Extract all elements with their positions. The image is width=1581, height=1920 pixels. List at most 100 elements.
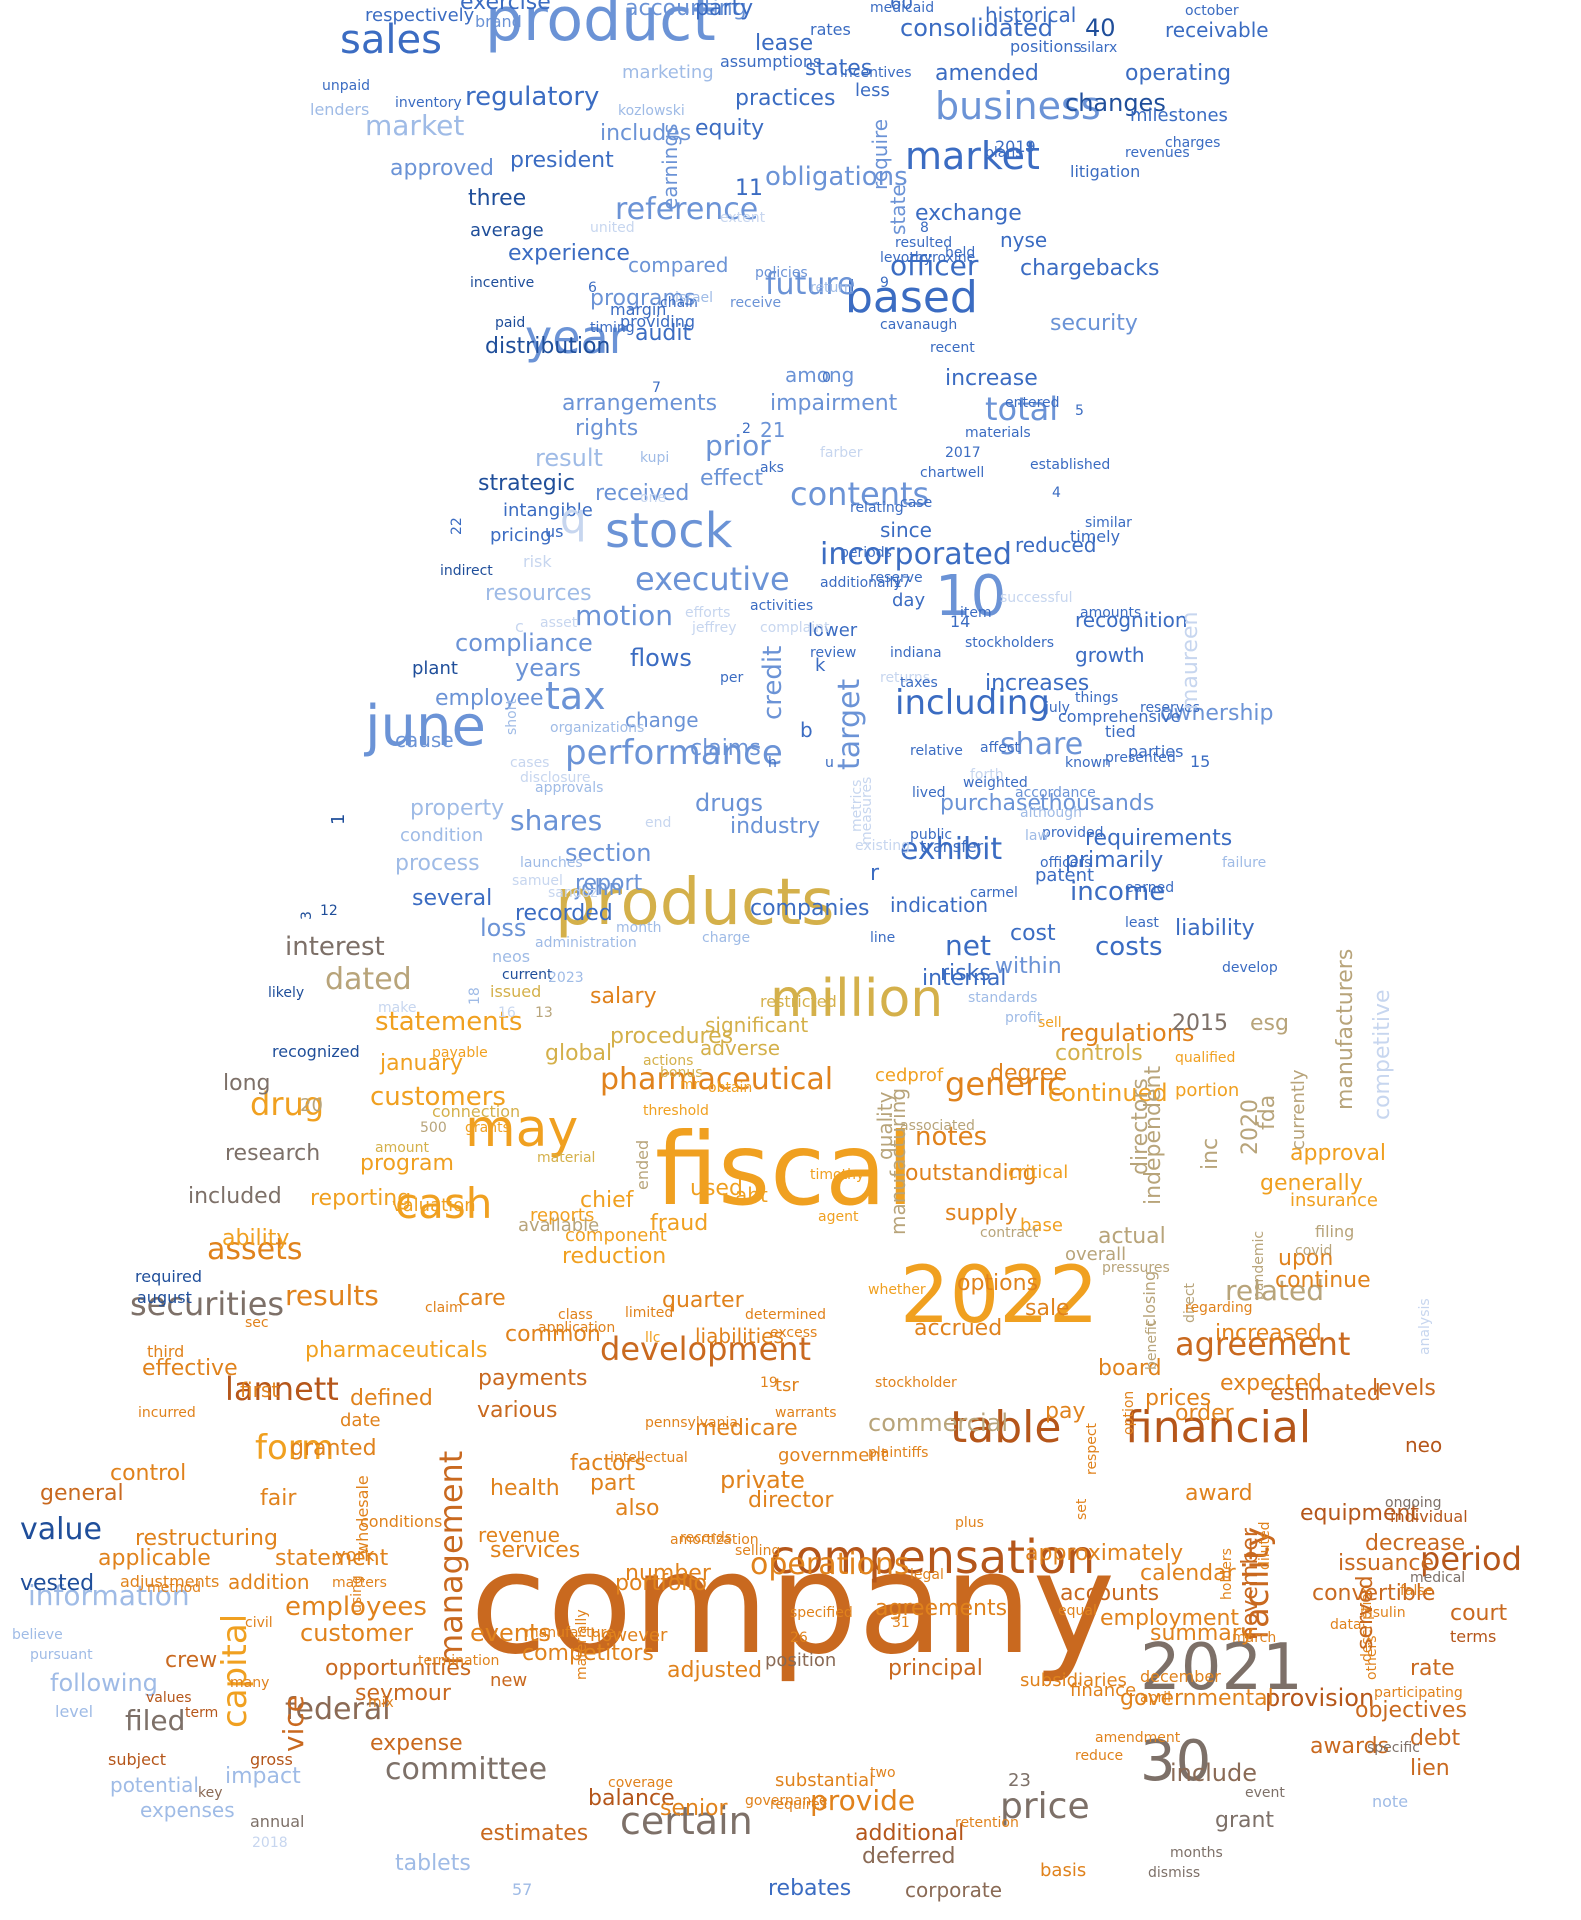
cloud-word: lower — [808, 620, 858, 641]
cloud-word: liabilities — [695, 1324, 784, 1348]
cloud-word: accounts — [1060, 1581, 1160, 1606]
cloud-word: manufacture — [525, 1625, 615, 1641]
cloud-word: 8 — [920, 220, 929, 236]
cloud-word: june — [365, 694, 486, 759]
cloud-word: grants — [465, 1120, 510, 1136]
cloud-word: performance — [565, 733, 783, 773]
cloud-word: related — [1225, 1274, 1325, 1307]
cloud-word: increased — [1215, 1321, 1322, 1346]
cloud-word: order — [1175, 1401, 1234, 1426]
cloud-word: price — [1000, 1786, 1090, 1827]
cloud-word: false — [1400, 1583, 1434, 1599]
cloud-word: incurred — [138, 1405, 196, 1421]
cloud-word: change — [625, 708, 699, 732]
cloud-word: following — [50, 1669, 158, 1697]
cloud-word: cash — [395, 1179, 493, 1228]
cloud-word: mix — [368, 1695, 394, 1711]
cloud-word: upon — [1278, 1246, 1334, 1271]
cloud-word: several — [412, 886, 493, 911]
cloud-word: also — [615, 1496, 660, 1521]
cloud-word: average — [470, 220, 544, 241]
cloud-word: kupi — [640, 450, 670, 466]
cloud-word: patent — [1035, 865, 1095, 886]
cloud-word: exhibit — [900, 832, 1003, 867]
cloud-word: esg — [1250, 1011, 1289, 1036]
cloud-word: payable — [432, 1045, 488, 1061]
cloud-word: mr — [680, 1077, 700, 1093]
cloud-word: customers — [370, 1082, 506, 1112]
cloud-word: public — [910, 827, 953, 843]
cloud-word: ability — [222, 1226, 290, 1251]
cloud-word: 5 — [1075, 403, 1084, 419]
cloud-word: reserves — [1140, 700, 1200, 716]
cloud-word: r — [870, 861, 880, 886]
cloud-word: qualified — [1175, 1050, 1236, 1066]
cloud-word: among — [785, 363, 855, 387]
cloud-word: respect — [1084, 1422, 1100, 1475]
cloud-word: q — [560, 494, 587, 543]
cloud-word: health — [490, 1476, 560, 1501]
cloud-word: 2023 — [548, 970, 584, 986]
cloud-word: control — [110, 1461, 187, 1486]
cloud-word: actual — [1098, 1224, 1166, 1249]
cloud-word: 3 — [299, 911, 315, 920]
cloud-word: filed — [125, 1704, 186, 1737]
cloud-word: 18 — [467, 987, 483, 1005]
cloud-word: expected — [1220, 1371, 1322, 1396]
cloud-word: forth — [970, 767, 1004, 783]
cloud-word: reduce — [1075, 1748, 1124, 1764]
cloud-word: officers — [1040, 855, 1092, 871]
cloud-word: practices — [735, 86, 836, 111]
cloud-word: charge — [702, 930, 751, 946]
cloud-word: legal — [910, 1567, 944, 1583]
cloud-word: timely — [1070, 527, 1121, 546]
cloud-word: notes — [915, 1122, 988, 1152]
cloud-word: returns — [880, 670, 931, 686]
cloud-word: reserve — [870, 570, 923, 586]
cloud-word: programs — [590, 286, 696, 311]
cloud-word: estimated — [1270, 1381, 1381, 1406]
cloud-word: march — [1232, 1630, 1277, 1646]
cloud-word: york — [335, 1545, 375, 1566]
cloud-word: date — [340, 1410, 381, 1431]
cloud-word: party — [695, 0, 754, 21]
cloud-word: summary — [1150, 1621, 1254, 1646]
cloud-word: states — [805, 56, 873, 81]
cloud-word: parties — [1128, 742, 1184, 761]
cloud-word: sec — [245, 1315, 269, 1331]
cloud-word: corporate — [905, 1878, 1003, 1902]
cloud-word: regulatory — [465, 82, 600, 112]
cloud-word: information — [28, 1579, 190, 1612]
cloud-word: policies — [755, 265, 808, 281]
cloud-word: general — [40, 1481, 124, 1506]
cloud-word: indication — [890, 893, 989, 917]
cloud-word: award — [1185, 1481, 1253, 1506]
cloud-word: securities — [130, 1285, 285, 1323]
cloud-word: flows — [630, 644, 692, 672]
cloud-word: least — [1125, 915, 1159, 931]
cloud-word: organizations — [550, 720, 645, 736]
cloud-word: determined — [745, 1307, 827, 1323]
cloud-word: state — [886, 184, 910, 235]
cloud-word: 57 — [512, 1880, 533, 1899]
cloud-word: agent — [818, 1209, 859, 1225]
cloud-word: one — [640, 490, 667, 506]
cloud-word: degree — [990, 1061, 1068, 1086]
cloud-word: security — [1050, 311, 1138, 336]
cloud-word: amended — [935, 61, 1039, 86]
cloud-word: option — [1121, 1390, 1137, 1435]
cloud-word: supply — [945, 1201, 1018, 1226]
cloud-word: equal — [1058, 1603, 1097, 1619]
cloud-word: return — [810, 280, 853, 296]
cloud-word: farber — [820, 445, 863, 461]
cloud-word: provide — [810, 1784, 916, 1817]
cloud-word: day — [892, 590, 926, 611]
cloud-word: principal — [888, 1656, 983, 1681]
cloud-word: defined — [350, 1386, 433, 1411]
cloud-word: benefit — [1144, 1320, 1160, 1370]
cloud-word: assets — [207, 1232, 303, 1267]
cloud-word: incentives — [840, 65, 912, 81]
cloud-word: issuance — [1338, 1551, 1435, 1576]
cloud-word: 31 — [892, 1615, 910, 1631]
cloud-word: accrued — [914, 1316, 1003, 1341]
